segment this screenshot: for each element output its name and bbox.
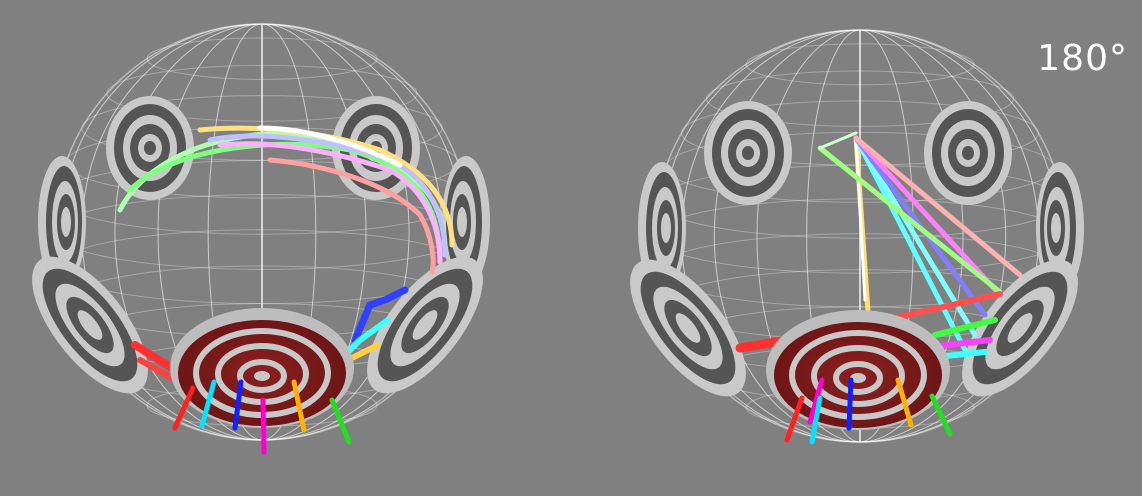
right-target-upper-right: [924, 101, 1012, 205]
right-target-low-right: [962, 259, 1078, 397]
left-target-upper-left: [106, 96, 194, 200]
left-dart-markers: [172, 379, 352, 455]
right-target-upper-left: [704, 101, 792, 205]
left-trajectory-arcs: [117, 125, 455, 383]
right-target-low-left: [630, 259, 746, 397]
left-target-mid-right: [442, 156, 490, 288]
left-target-mid-left: [38, 156, 86, 288]
right-target-mid-right: [1036, 162, 1084, 294]
right-sphere-view: [630, 29, 1084, 445]
left-sphere-view: [32, 23, 490, 455]
left-target-low-right: [367, 256, 483, 394]
right-main-target: [766, 310, 950, 430]
right-dart-markers: [784, 377, 953, 445]
left-target-low-left: [32, 256, 148, 394]
view-angle-label: 180°: [1037, 38, 1128, 79]
